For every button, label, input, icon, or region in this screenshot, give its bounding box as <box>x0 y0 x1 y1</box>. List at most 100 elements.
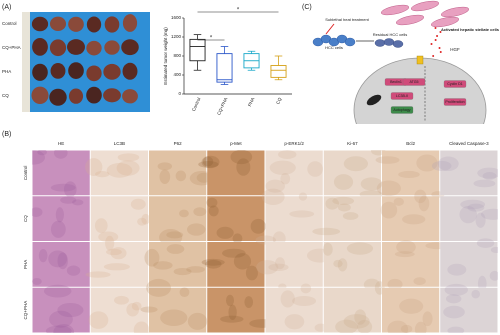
micrograph <box>382 242 440 287</box>
panel-label: (B) <box>2 131 11 138</box>
stain-texture <box>85 271 111 278</box>
column-header: Ki-67 <box>347 141 358 146</box>
stain-texture <box>220 315 244 323</box>
row-label: Control <box>23 166 28 181</box>
residual-cell <box>392 40 404 48</box>
tumor <box>68 88 84 104</box>
micrograph <box>265 196 323 241</box>
tumor <box>67 39 85 55</box>
tumor <box>50 63 66 79</box>
box <box>216 53 233 83</box>
stain-texture <box>57 252 68 270</box>
photo-row-label: Control <box>2 21 17 26</box>
stain-texture <box>471 289 480 299</box>
stain-texture <box>137 217 147 226</box>
stain-texture <box>175 170 187 182</box>
stain-texture <box>325 197 340 210</box>
stain-texture <box>110 247 127 260</box>
stain-texture <box>393 197 404 206</box>
stain-texture <box>201 258 225 266</box>
hgf-dot <box>438 47 441 49</box>
stain-texture <box>416 154 438 172</box>
hgf-dot <box>432 55 435 57</box>
stain-texture <box>261 188 285 206</box>
stain-texture <box>201 155 220 169</box>
x-tick-label: PHA <box>247 97 255 108</box>
stain-texture <box>414 189 427 204</box>
diagram-label: Beclin1 <box>390 80 402 84</box>
stain-texture <box>43 284 72 298</box>
stain-texture <box>284 314 305 330</box>
stain-texture <box>380 201 398 219</box>
x-tick-label: CQ <box>275 96 283 105</box>
stain-texture <box>269 160 296 175</box>
micrograph <box>149 196 207 241</box>
receptor <box>416 55 424 65</box>
stain-texture <box>480 208 498 220</box>
diagram-node <box>390 92 414 100</box>
stain-texture <box>333 259 343 268</box>
stain-texture <box>88 311 109 329</box>
stain-texture <box>187 223 206 236</box>
box <box>270 65 287 78</box>
stain-texture <box>206 197 218 208</box>
stain-texture <box>250 218 266 234</box>
stain-texture <box>130 198 146 210</box>
stain-texture <box>94 218 108 234</box>
stellate-cell <box>381 4 409 16</box>
stain-texture <box>49 310 73 328</box>
stain-texture <box>153 261 173 270</box>
stain-texture <box>133 321 150 333</box>
y-tick-label: 1600 <box>171 15 182 20</box>
stain-texture <box>399 298 424 314</box>
micrograph <box>149 242 207 287</box>
micrograph <box>32 242 90 287</box>
stain-texture <box>131 301 142 311</box>
stain-texture <box>45 325 72 333</box>
diagram-label: LC3B-II <box>396 94 408 98</box>
stain-texture <box>66 265 81 276</box>
stain-texture <box>230 150 253 165</box>
stain-texture <box>50 220 66 238</box>
stain-texture <box>233 253 252 270</box>
diagram-label: HGF <box>450 47 460 52</box>
photo-row-label: CQ+PHA <box>2 45 21 50</box>
micrograph <box>207 196 265 241</box>
diagram-label: ATG5 <box>409 80 418 84</box>
stain-texture <box>114 295 129 305</box>
hgf-dot <box>434 27 437 29</box>
stain-texture <box>275 257 285 270</box>
micrograph <box>90 150 148 196</box>
stain-texture <box>32 150 45 165</box>
stain-texture <box>160 309 188 327</box>
stain-texture <box>50 183 76 192</box>
stain-texture <box>244 296 254 309</box>
micrograph <box>149 150 207 196</box>
tumor <box>32 63 48 81</box>
micrograph <box>90 287 148 333</box>
stain-texture <box>375 156 400 164</box>
stain-texture <box>482 172 497 180</box>
stain-texture <box>437 156 459 172</box>
stain-texture <box>37 150 47 156</box>
micrograph <box>323 242 381 287</box>
stain-texture <box>216 226 234 239</box>
diagram-node <box>390 106 414 114</box>
x-tick-label: CQ+PHA <box>216 97 228 116</box>
hgf-dot <box>434 39 437 41</box>
micrograph <box>440 242 498 287</box>
hcc-cell <box>344 37 356 47</box>
tumor <box>68 62 84 80</box>
stellate-cell <box>441 6 469 18</box>
panel-label: (A) <box>2 4 11 11</box>
stain-texture <box>475 212 486 228</box>
stain-texture <box>32 278 42 285</box>
diagram-label: Autophagy <box>393 108 410 112</box>
stain-texture <box>193 207 207 217</box>
stain-texture <box>208 205 219 217</box>
stain-texture <box>98 231 119 243</box>
residual-cell <box>383 38 395 46</box>
stain-texture <box>166 244 185 254</box>
stain-texture <box>38 249 48 263</box>
column-header: Cleaved Caspase-3 <box>449 141 489 146</box>
